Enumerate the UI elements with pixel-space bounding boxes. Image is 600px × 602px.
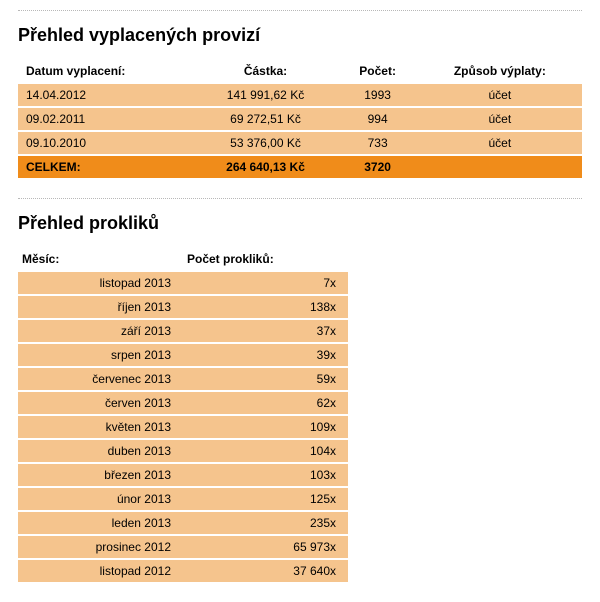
cell-clicks: 7x	[183, 272, 348, 294]
cell-month: říjen 2013	[18, 296, 183, 318]
col-clicks: Počet prokliků:	[183, 248, 348, 270]
table-row: listopad 201237 640x	[18, 560, 348, 582]
col-date: Datum vyplacení:	[18, 60, 193, 82]
table-row: únor 2013125x	[18, 488, 348, 510]
cell-date: 09.02.2011	[18, 108, 193, 130]
table-row: srpen 201339x	[18, 344, 348, 366]
cell-method: účet	[418, 108, 582, 130]
table-row: prosinec 201265 973x	[18, 536, 348, 558]
cell-clicks: 59x	[183, 368, 348, 390]
separator-mid	[18, 198, 582, 199]
cell-date: 14.04.2012	[18, 84, 193, 106]
cell-clicks: 125x	[183, 488, 348, 510]
cell-month: červen 2013	[18, 392, 183, 414]
cell-clicks: 138x	[183, 296, 348, 318]
table-row: květen 2013109x	[18, 416, 348, 438]
cell-method: účet	[418, 84, 582, 106]
cell-count: 994	[338, 108, 418, 130]
commissions-table: Datum vyplacení: Částka: Počet: Způsob v…	[18, 58, 582, 180]
cell-clicks: 104x	[183, 440, 348, 462]
cell-total-method	[418, 156, 582, 178]
table-row: 09.02.2011 69 272,51 Kč 994 účet	[18, 108, 582, 130]
separator-top	[18, 10, 582, 11]
cell-total-amount: 264 640,13 Kč	[193, 156, 337, 178]
cell-month: listopad 2013	[18, 272, 183, 294]
cell-amount: 141 991,62 Kč	[193, 84, 337, 106]
cell-count: 733	[338, 132, 418, 154]
cell-clicks: 103x	[183, 464, 348, 486]
cell-amount: 69 272,51 Kč	[193, 108, 337, 130]
table-row: 14.04.2012 141 991,62 Kč 1993 účet	[18, 84, 582, 106]
cell-clicks: 235x	[183, 512, 348, 534]
table-row: září 201337x	[18, 320, 348, 342]
cell-month: prosinec 2012	[18, 536, 183, 558]
clicks-table: Měsíc: Počet prokliků: listopad 20137xří…	[18, 246, 348, 584]
cell-month: únor 2013	[18, 488, 183, 510]
table-row: 09.10.2010 53 376,00 Kč 733 účet	[18, 132, 582, 154]
cell-month: listopad 2012	[18, 560, 183, 582]
cell-amount: 53 376,00 Kč	[193, 132, 337, 154]
table-row: říjen 2013138x	[18, 296, 348, 318]
cell-date: 09.10.2010	[18, 132, 193, 154]
cell-method: účet	[418, 132, 582, 154]
table-row: listopad 20137x	[18, 272, 348, 294]
cell-clicks: 37x	[183, 320, 348, 342]
clicks-title: Přehled prokliků	[18, 213, 582, 234]
cell-total-count: 3720	[338, 156, 418, 178]
cell-total-label: CELKEM:	[18, 156, 193, 178]
cell-month: červenec 2013	[18, 368, 183, 390]
cell-count: 1993	[338, 84, 418, 106]
cell-month: březen 2013	[18, 464, 183, 486]
table-row: duben 2013104x	[18, 440, 348, 462]
cell-clicks: 109x	[183, 416, 348, 438]
table-row-total: CELKEM: 264 640,13 Kč 3720	[18, 156, 582, 178]
commissions-title: Přehled vyplacených provizí	[18, 25, 582, 46]
cell-month: září 2013	[18, 320, 183, 342]
table-row: leden 2013235x	[18, 512, 348, 534]
cell-clicks: 37 640x	[183, 560, 348, 582]
table-row: červenec 201359x	[18, 368, 348, 390]
col-month: Měsíc:	[18, 248, 183, 270]
cell-month: srpen 2013	[18, 344, 183, 366]
col-count: Počet:	[338, 60, 418, 82]
cell-month: duben 2013	[18, 440, 183, 462]
cell-month: květen 2013	[18, 416, 183, 438]
table-row: březen 2013103x	[18, 464, 348, 486]
cell-clicks: 62x	[183, 392, 348, 414]
table-row: červen 201362x	[18, 392, 348, 414]
cell-clicks: 39x	[183, 344, 348, 366]
col-method: Způsob výplaty:	[418, 60, 582, 82]
cell-clicks: 65 973x	[183, 536, 348, 558]
col-amount: Částka:	[193, 60, 337, 82]
cell-month: leden 2013	[18, 512, 183, 534]
